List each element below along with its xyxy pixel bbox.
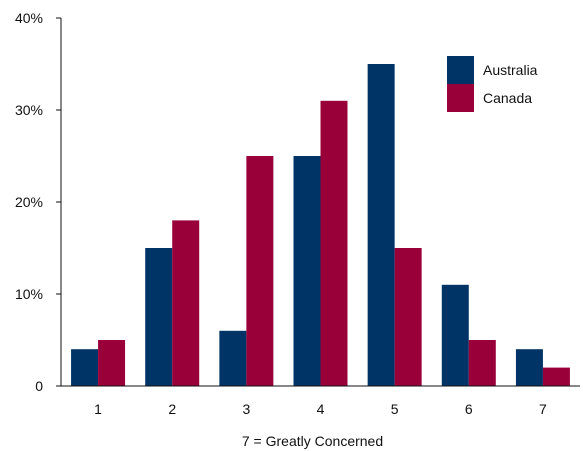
y-tick-label: 20% <box>15 194 43 210</box>
x-tick-label: 2 <box>168 401 176 417</box>
legend-label-canada: Canada <box>483 90 532 106</box>
y-tick-label: 10% <box>15 286 43 302</box>
x-tick-label: 4 <box>317 401 325 417</box>
bar-canada-4 <box>320 100 348 387</box>
x-tick-label: 3 <box>242 401 250 417</box>
bar-australia-4 <box>293 156 321 386</box>
bar-canada-1 <box>98 340 126 386</box>
y-axis-ticks: 0 10% 20% 30% 40% <box>15 10 61 394</box>
bar-canada-2 <box>172 220 200 386</box>
y-tick-label: 40% <box>15 10 43 26</box>
bar-australia-1 <box>71 349 99 386</box>
bar-australia-6 <box>441 284 469 386</box>
bar-canada-6 <box>468 340 496 386</box>
bar-australia-3 <box>219 330 247 386</box>
legend-swatch-canada <box>447 84 474 112</box>
x-tick-label: 6 <box>465 401 473 417</box>
bar-australia-7 <box>515 349 543 386</box>
bar-canada-3 <box>246 156 274 386</box>
bar-canada-5 <box>394 248 422 386</box>
legend: Australia Canada <box>447 56 538 112</box>
bar-australia-5 <box>367 64 395 386</box>
y-tick-label: 30% <box>15 102 43 118</box>
x-tick-label: 1 <box>94 401 102 417</box>
x-tick-label: 7 <box>539 401 547 417</box>
x-axis-ticks: 1 2 3 4 5 6 7 <box>94 401 547 417</box>
x-tick-label: 5 <box>391 401 399 417</box>
bars <box>71 64 570 387</box>
x-axis-title: 7 = Greatly Concerned <box>242 433 383 449</box>
bar-australia-2 <box>145 248 173 386</box>
bar-canada-7 <box>542 367 570 386</box>
legend-swatch-australia <box>447 56 474 84</box>
y-tick-label: 0 <box>35 378 43 394</box>
legend-label-australia: Australia <box>483 62 538 78</box>
